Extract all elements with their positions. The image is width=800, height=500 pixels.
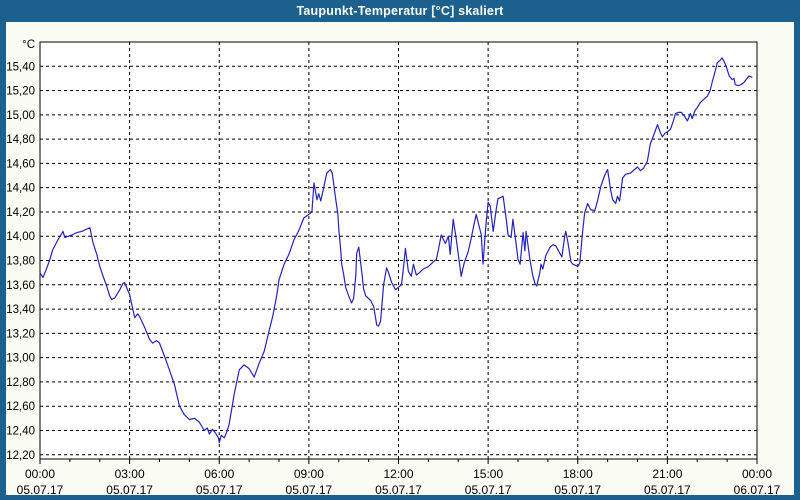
svg-text:12,40: 12,40 bbox=[6, 425, 35, 437]
svg-text:13,60: 13,60 bbox=[6, 280, 35, 292]
svg-text:°C: °C bbox=[22, 39, 35, 51]
svg-text:12,80: 12,80 bbox=[6, 377, 35, 389]
svg-text:12,20: 12,20 bbox=[6, 450, 35, 462]
title-bar: Taupunkt-Temperatur [°C] skaliert bbox=[0, 0, 800, 22]
svg-text:21:00: 21:00 bbox=[652, 467, 682, 481]
chart-title: Taupunkt-Temperatur [°C] skaliert bbox=[296, 4, 504, 18]
svg-text:05.07.17: 05.07.17 bbox=[196, 483, 243, 495]
svg-text:13,20: 13,20 bbox=[6, 328, 35, 340]
svg-text:15,00: 15,00 bbox=[6, 110, 35, 122]
svg-text:05.07.17: 05.07.17 bbox=[465, 483, 512, 495]
svg-text:14,00: 14,00 bbox=[6, 231, 35, 243]
svg-text:12:00: 12:00 bbox=[383, 467, 413, 481]
svg-text:13,00: 13,00 bbox=[6, 353, 35, 365]
svg-text:05.07.17: 05.07.17 bbox=[286, 483, 333, 495]
svg-text:15,20: 15,20 bbox=[6, 86, 35, 98]
svg-text:14,60: 14,60 bbox=[6, 158, 35, 170]
svg-text:13,80: 13,80 bbox=[6, 256, 35, 268]
dewpoint-line-chart: 12,20 12,40 12,60 12,80 13,00 13,20 13,40 13,60… bbox=[6, 39, 781, 495]
svg-text:06:00: 06:00 bbox=[204, 467, 234, 481]
svg-text:00:00: 00:00 bbox=[25, 467, 55, 481]
svg-text:05.07.17: 05.07.17 bbox=[644, 483, 691, 495]
svg-text:14,20: 14,20 bbox=[6, 207, 35, 219]
svg-text:05.07.17: 05.07.17 bbox=[17, 483, 64, 495]
svg-text:09:00: 09:00 bbox=[294, 467, 324, 481]
svg-text:05.07.17: 05.07.17 bbox=[106, 483, 153, 495]
svg-text:15,40: 15,40 bbox=[6, 61, 35, 73]
svg-text:14,80: 14,80 bbox=[6, 134, 35, 146]
svg-text:18:00: 18:00 bbox=[563, 467, 593, 481]
svg-text:06.07.17: 06.07.17 bbox=[734, 483, 781, 495]
svg-text:00:00: 00:00 bbox=[742, 467, 772, 481]
svg-text:05.07.17: 05.07.17 bbox=[375, 483, 422, 495]
svg-text:05.07.17: 05.07.17 bbox=[554, 483, 601, 495]
chart-content: 12,20 12,40 12,60 12,80 13,00 13,20 13,40 13,60… bbox=[6, 22, 794, 495]
svg-text:15:00: 15:00 bbox=[473, 467, 503, 481]
svg-text:14,40: 14,40 bbox=[6, 183, 35, 195]
svg-text:03:00: 03:00 bbox=[115, 467, 145, 481]
svg-text:12,60: 12,60 bbox=[6, 401, 35, 413]
svg-text:13,40: 13,40 bbox=[6, 304, 35, 316]
